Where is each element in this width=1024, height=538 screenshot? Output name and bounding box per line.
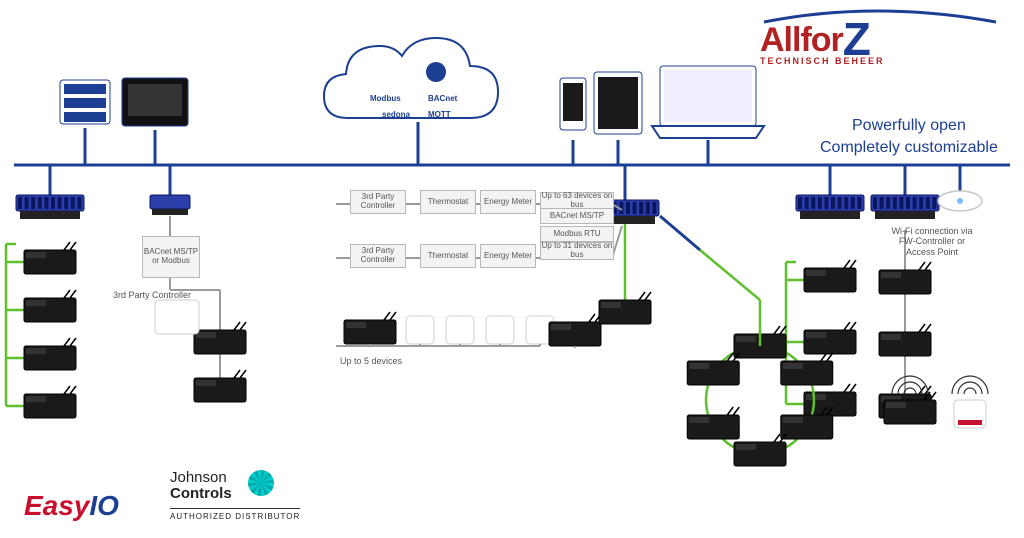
proto-box: Thermostat	[420, 190, 476, 214]
cloud-protocol: Modbus	[370, 94, 401, 103]
bacnet-modbus-box: BACnet MS/TP or Modbus	[142, 236, 200, 278]
proto-box: Thermostat	[420, 244, 476, 268]
cloud-protocol: sedona	[382, 110, 410, 119]
proto-box: Energy Meter	[480, 190, 536, 214]
third-party-label: 3rd Party Controller	[112, 290, 192, 300]
cloud-protocol: MQTT	[428, 110, 451, 119]
up-to-5-label: Up to 5 devices	[340, 356, 402, 366]
bus-info-box: Up to 31 devices on bus	[540, 242, 614, 260]
proto-box: 3rd Party Controller	[350, 244, 406, 268]
jc-swirl-icon	[248, 470, 274, 496]
cloud-protocol: BACnet	[428, 94, 457, 103]
proto-box: Energy Meter	[480, 244, 536, 268]
bus-info-box: Modbus RTU	[540, 226, 614, 242]
bus-info-box: BACnet MS/TP	[540, 208, 614, 224]
tagline: Powerfully openCompletely customizable	[820, 115, 998, 158]
allforz-logo: AllforZ TECHNISCH BEHEER	[760, 8, 891, 66]
proto-box: 3rd Party Controller	[350, 190, 406, 214]
easyio-logo: EasyIO	[24, 490, 119, 522]
johnson-controls-logo: Johnson Controls AUTHORIZED DISTRIBUTOR	[170, 470, 300, 521]
wifi-label: Wi-Fi connection via FW-Controller or Ac…	[887, 226, 977, 257]
